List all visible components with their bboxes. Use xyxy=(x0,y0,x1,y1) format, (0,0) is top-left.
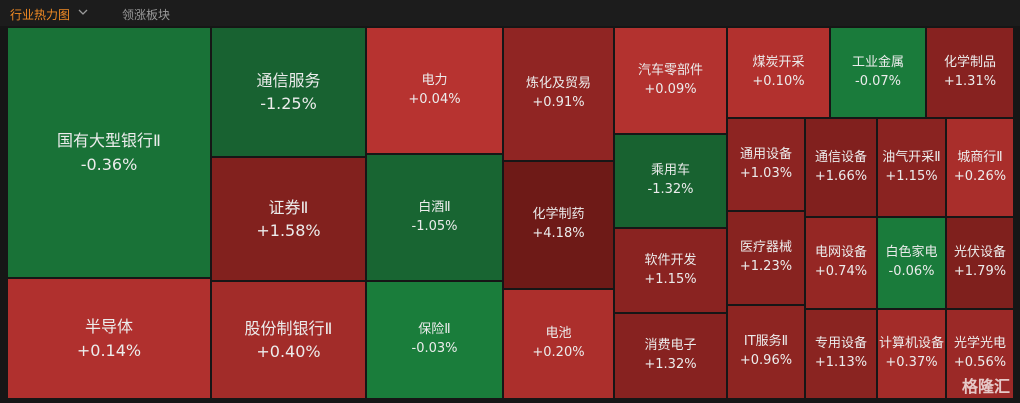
tile-label: 白酒Ⅱ xyxy=(418,199,451,215)
tile[interactable]: 国有大型银行Ⅱ -0.36% xyxy=(7,27,211,278)
tile-value: +0.10% xyxy=(752,73,805,89)
tile[interactable]: 半导体 +0.14% xyxy=(7,278,211,399)
tile-label: 光学光电 xyxy=(953,336,1006,352)
tile-value: +0.74% xyxy=(814,264,868,279)
tile-label: 消费电子 xyxy=(644,338,697,354)
tile-label: 通用设备 xyxy=(739,146,792,162)
tile-label: 汽车零部件 xyxy=(637,62,703,78)
tile-label: 化学制药 xyxy=(532,207,585,223)
tile-label: 电池 xyxy=(545,326,572,342)
tile[interactable]: 化学制品 +1.31% xyxy=(926,27,1014,118)
tile[interactable]: IT服务Ⅱ +0.96% xyxy=(727,305,805,399)
tile-value: -0.06% xyxy=(888,264,935,279)
tile-value: +1.66% xyxy=(814,168,868,184)
tile-label: 专用设备 xyxy=(814,336,867,352)
tile-label: 工业金属 xyxy=(851,54,904,70)
tile-value: +0.91% xyxy=(532,95,585,110)
tile-label: 半导体 xyxy=(84,317,133,337)
tile[interactable]: 通信服务 -1.25% xyxy=(211,27,366,157)
tile[interactable]: 专用设备 +1.13% xyxy=(805,309,877,399)
tile-label: 医疗器械 xyxy=(739,240,792,256)
tile-label: 光伏设备 xyxy=(953,245,1006,261)
tile-value: +0.37% xyxy=(885,355,938,370)
tile-value: -0.03% xyxy=(411,341,458,356)
tile[interactable]: 炼化及贸易 +0.91% xyxy=(503,27,614,161)
tile[interactable]: 煤炭开采 +0.10% xyxy=(727,27,830,118)
tile[interactable]: 电池 +0.20% xyxy=(503,289,614,399)
tile[interactable]: 电力 +0.04% xyxy=(366,27,503,154)
tile[interactable]: 电网设备 +0.74% xyxy=(805,217,877,309)
tile-value: -0.07% xyxy=(855,73,901,89)
tile-label: 城商行Ⅱ xyxy=(957,149,1003,165)
tile[interactable]: 白酒Ⅱ -1.05% xyxy=(366,154,503,281)
tile-label: IT服务Ⅱ xyxy=(743,334,789,350)
tile[interactable]: 汽车零部件 +0.09% xyxy=(614,27,727,134)
tile-label: 通信设备 xyxy=(814,149,867,165)
tile[interactable]: 软件开发 +1.15% xyxy=(614,228,727,313)
tile-label: 通信服务 xyxy=(256,70,321,90)
tile-label: 电力 xyxy=(421,72,448,88)
tile-value: +0.09% xyxy=(644,81,697,97)
tile-label: 证券Ⅱ xyxy=(268,197,309,217)
tile-value: -1.05% xyxy=(411,218,458,234)
tile-value: +1.03% xyxy=(739,165,793,181)
tile[interactable]: 股份制银行Ⅱ +0.40% xyxy=(211,281,366,399)
tile-label: 乘用车 xyxy=(650,163,690,179)
tile-value: +1.31% xyxy=(943,73,997,89)
tile-value: +0.20% xyxy=(532,345,585,360)
tile-label: 股份制银行Ⅱ xyxy=(244,318,333,338)
tile-value: +1.23% xyxy=(739,259,793,274)
tile-value: -1.25% xyxy=(260,94,317,113)
tile-label: 国有大型银行Ⅱ xyxy=(57,131,161,151)
tile-value: +1.79% xyxy=(953,264,1007,279)
tile-value: +1.15% xyxy=(644,271,697,287)
tile-label: 电网设备 xyxy=(814,245,867,261)
tile-label: 计算机设备 xyxy=(878,336,944,352)
tile[interactable]: 光学光电 +0.56% xyxy=(946,309,1014,399)
tile-value: +1.13% xyxy=(814,355,868,370)
header: 行业热力图 领涨板块 xyxy=(0,0,1020,26)
tab[interactable]: 领涨板块 xyxy=(122,8,171,22)
tile-value: +0.14% xyxy=(76,340,142,360)
tile-value: +1.15% xyxy=(885,168,938,184)
tile[interactable]: 化学制药 +4.18% xyxy=(503,161,614,289)
tile[interactable]: 通信设备 +1.66% xyxy=(805,118,877,217)
tile[interactable]: 通用设备 +1.03% xyxy=(727,118,805,211)
tile-label: 白色家电 xyxy=(885,245,938,261)
tile[interactable]: 保险Ⅱ -0.03% xyxy=(366,281,503,399)
tile[interactable]: 白色家电 -0.06% xyxy=(877,217,946,309)
tile-value: +0.56% xyxy=(953,355,1007,370)
watermark: 格隆汇 xyxy=(961,377,1010,396)
tile[interactable]: 光伏设备 +1.79% xyxy=(946,217,1014,309)
tile[interactable]: 城商行Ⅱ +0.26% xyxy=(946,118,1014,217)
tile-value: +0.04% xyxy=(408,91,461,107)
tile-value: +0.26% xyxy=(953,168,1007,184)
tile[interactable]: 计算机设备 +0.37% xyxy=(877,309,946,399)
tile-label: 煤炭开采 xyxy=(752,54,805,70)
tile[interactable]: 消费电子 +1.32% xyxy=(614,313,727,399)
tile-value: +1.32% xyxy=(644,357,697,372)
tile-value: -1.32% xyxy=(647,182,694,197)
tile-label: 炼化及贸易 xyxy=(525,76,591,92)
tile[interactable]: 医疗器械 +1.23% xyxy=(727,211,805,305)
tile-value: +0.96% xyxy=(739,353,793,368)
tile-value: +0.40% xyxy=(256,342,321,361)
dropdown-icon[interactable] xyxy=(78,8,88,16)
tile-label: 化学制品 xyxy=(943,54,996,70)
tile-value: -0.36% xyxy=(80,154,138,174)
tile[interactable]: 油气开采Ⅱ +1.15% xyxy=(877,118,946,217)
tile[interactable]: 证券Ⅱ +1.58% xyxy=(211,157,366,281)
tab[interactable]: 行业热力图 xyxy=(10,8,71,22)
tile-value: +4.18% xyxy=(532,226,585,241)
tile[interactable]: 工业金属 -0.07% xyxy=(830,27,926,118)
tile-value: +1.58% xyxy=(256,221,321,240)
tile-label: 油气开采Ⅱ xyxy=(882,149,941,165)
tile-label: 软件开发 xyxy=(644,252,697,268)
tile[interactable]: 乘用车 -1.32% xyxy=(614,134,727,228)
tile-label: 保险Ⅱ xyxy=(418,322,451,338)
